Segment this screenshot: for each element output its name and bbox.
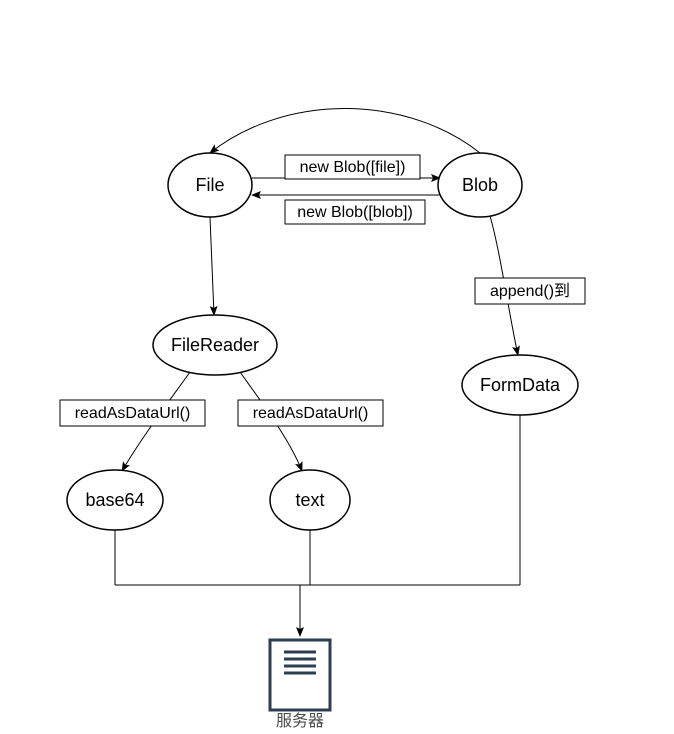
node-base64: base64 — [67, 470, 163, 530]
flowchart-canvas: new Blob([file]) new Blob([blob]) append()… — [0, 0, 674, 734]
node-label-base64: base64 — [85, 490, 144, 510]
node-label-filereader: FileReader — [171, 335, 259, 355]
node-blob: Blob — [438, 153, 522, 217]
node-label-blob: Blob — [462, 175, 498, 195]
edge-label-text-file-to-blob: new Blob([file]) — [300, 159, 406, 176]
edge-label-text-blob-to-file: new Blob([blob]) — [297, 204, 413, 221]
node-file: File — [168, 153, 252, 217]
node-text: text — [270, 470, 350, 530]
edge-file-to-filereader — [210, 217, 214, 315]
nodes-layer: File Blob FileReader base64 text FormData 服务器 — [67, 153, 578, 730]
edge-label-text-filereader-to-text: readAsDataUrl() — [253, 405, 369, 422]
edge-label-text-filereader-to-base64: readAsDataUrl() — [75, 405, 191, 422]
node-label-text: text — [295, 490, 324, 510]
node-server: 服务器 — [270, 640, 330, 730]
edge-label-blob-to-file: new Blob([blob]) — [285, 200, 425, 224]
node-filereader: FileReader — [153, 315, 277, 375]
edge-blob-to-file-arc — [210, 109, 480, 153]
edge-label-blob-to-formdata: append()到 — [475, 278, 585, 304]
node-label-file: File — [195, 175, 224, 195]
edge-label-filereader-to-text: readAsDataUrl() — [238, 400, 383, 426]
node-formdata: FormData — [462, 355, 578, 415]
node-label-server: 服务器 — [276, 712, 324, 730]
edge-label-file-to-blob: new Blob([file]) — [285, 155, 420, 179]
node-label-formdata: FormData — [480, 375, 561, 395]
edge-label-text-blob-to-formdata: append()到 — [490, 282, 570, 300]
edge-label-filereader-to-base64: readAsDataUrl() — [60, 400, 205, 426]
